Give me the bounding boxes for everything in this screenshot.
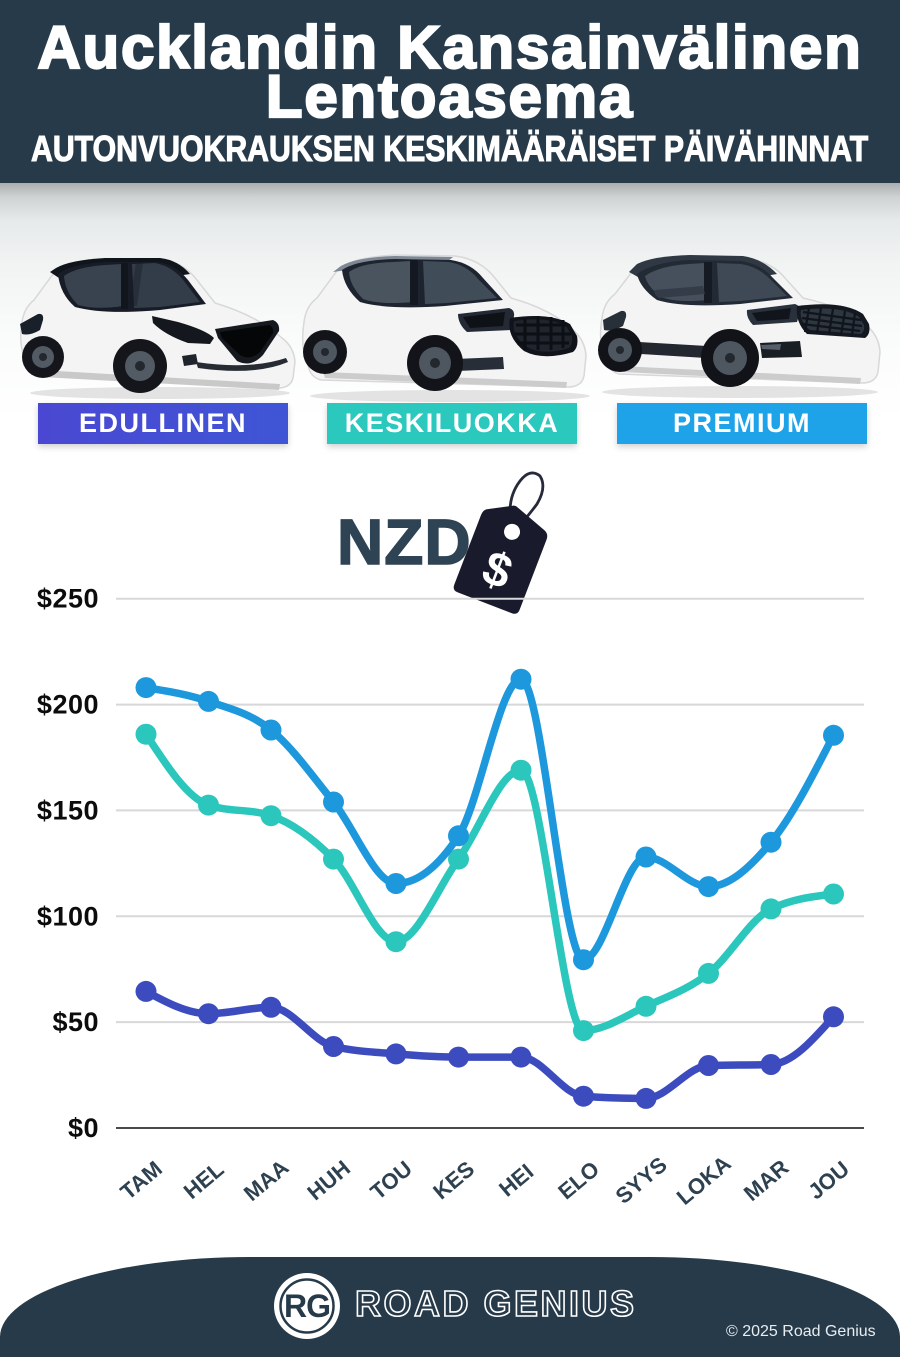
svg-text:HEL: HEL (179, 1157, 229, 1204)
svg-text:$250: $250 (37, 584, 99, 614)
svg-text:LOKA: LOKA (672, 1151, 736, 1210)
svg-text:$150: $150 (37, 795, 99, 825)
svg-text:$200: $200 (37, 690, 99, 720)
svg-text:JOU: JOU (803, 1156, 854, 1204)
svg-text:ROAD GENIUS: ROAD GENIUS (355, 1283, 637, 1324)
svg-text:KES: KES (428, 1156, 479, 1204)
svg-text:$100: $100 (37, 901, 99, 931)
svg-text:TAM: TAM (116, 1156, 167, 1205)
svg-text:HEI: HEI (494, 1159, 538, 1202)
svg-text:$0: $0 (68, 1113, 99, 1143)
svg-text:MAR: MAR (739, 1155, 794, 1206)
svg-text:TOU: TOU (366, 1156, 417, 1205)
svg-text:MAA: MAA (239, 1155, 294, 1206)
svg-text:HUH: HUH (302, 1155, 355, 1205)
svg-text:ELO: ELO (553, 1156, 604, 1204)
svg-text:SYYS: SYYS (611, 1152, 672, 1209)
svg-text:$50: $50 (52, 1007, 99, 1037)
svg-text:RG: RG (284, 1288, 330, 1324)
